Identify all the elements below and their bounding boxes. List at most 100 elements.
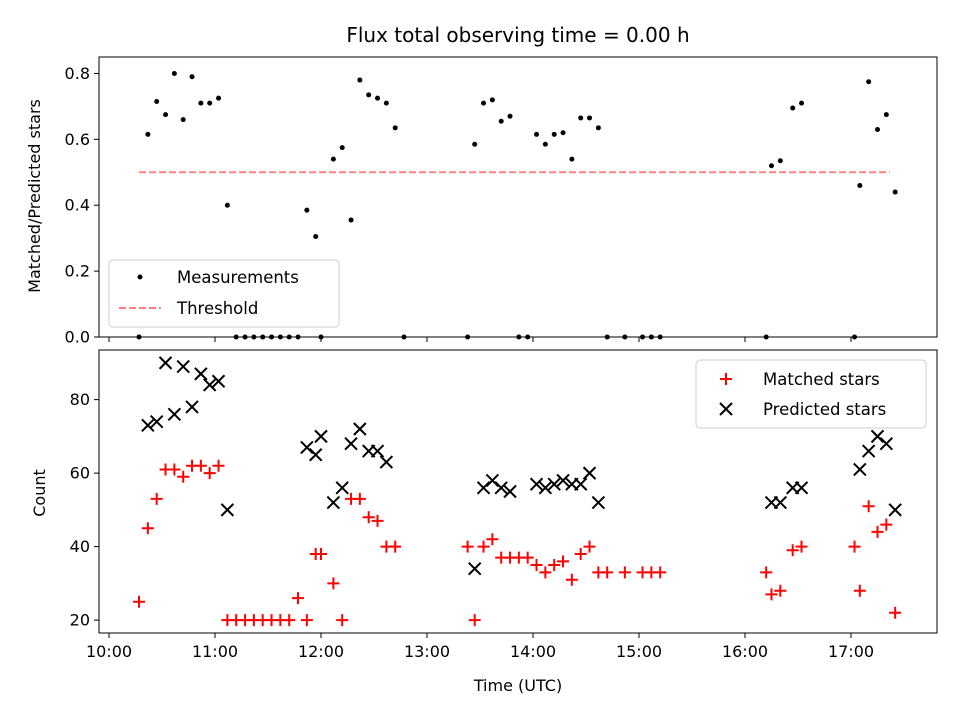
measurement-point [313, 234, 319, 240]
measurement-point [507, 113, 513, 119]
matched-star-point [177, 470, 190, 483]
legend-ratio-box [108, 259, 340, 328]
predicted-star-point [300, 440, 314, 455]
measurement-point [472, 141, 478, 147]
predicted-star-point [141, 418, 155, 433]
predicted-star-point [582, 466, 597, 480]
predicted-star-point [158, 356, 173, 370]
matched-star-point [486, 533, 499, 546]
predicted-star-point [326, 495, 341, 510]
matched-star-point [583, 540, 596, 553]
ratio-panel: Flux total observing time = 0.00 h Match… [25, 23, 938, 347]
matched-star-point [150, 492, 163, 505]
predicted-star-point [556, 473, 570, 488]
predicted-star-point [194, 367, 208, 381]
predicted-star-point [344, 437, 358, 451]
matched-star-point [300, 614, 313, 627]
measurement-point [489, 97, 495, 103]
matched-star-point [371, 514, 384, 527]
legend-count-box [695, 359, 927, 429]
matched-star-point [389, 540, 402, 553]
measurement-point [534, 131, 540, 137]
matched-star-point [795, 540, 808, 553]
y-ticks-ratio: 0.0 0.2 0.4 0.6 0.8 [65, 64, 99, 347]
count-y-tick-label: 60 [70, 464, 90, 483]
x-tick-label: 15:00 [616, 642, 662, 661]
predicted-star-point [335, 481, 349, 495]
matched-star-point [853, 584, 866, 597]
x-ticks-count: 10:00 11:00 12:00 13:00 14:00 15:00 16:00 17:00 [86, 633, 874, 661]
predicted-star-point [370, 444, 385, 458]
measurement-point [560, 130, 566, 136]
measurement-point [330, 156, 336, 162]
measurement-point [769, 163, 774, 169]
matched-star-point [168, 463, 181, 476]
predicted-star-point [503, 484, 517, 499]
predicted-star-point [794, 481, 809, 495]
predicted-star-point [888, 503, 902, 517]
ratio-plot-frame [98, 56, 938, 338]
matched-star-point [862, 500, 875, 513]
measurement-point [542, 141, 548, 147]
y-axis-label-count: Count [30, 469, 49, 517]
measurement-point [481, 100, 487, 106]
matched-star-point [530, 559, 543, 572]
measurement-point [171, 70, 177, 76]
legend-matched-label: Matched stars [763, 370, 880, 389]
ratio-y-tick-label: 0.8 [65, 64, 90, 83]
matched-star-point [521, 551, 534, 564]
legend-ratio: Measurements Threshold [108, 259, 340, 328]
predicted-star-point [379, 455, 394, 469]
x-tick-label: 12:00 [298, 642, 344, 661]
x-tick-label: 10:00 [86, 642, 132, 661]
measurement-point [304, 207, 310, 213]
matched-star-point [203, 467, 216, 480]
matched-star-point [889, 606, 902, 619]
matched-star-point [618, 566, 631, 579]
legend-threshold-label: Threshold [176, 299, 258, 318]
predicted-star-point [547, 477, 561, 491]
matched-star-point [141, 522, 154, 535]
legend-measurements-marker [137, 274, 143, 280]
predicted-star-point [314, 429, 328, 444]
matched-star-point [353, 492, 366, 505]
ratio-y-tick-label: 0.2 [65, 262, 90, 281]
predicted-star-point [211, 374, 226, 388]
measurement-point [892, 189, 898, 195]
x-tick-label: 13:00 [404, 642, 450, 661]
x-tick-label: 16:00 [722, 642, 768, 661]
predicted-star-point [773, 495, 788, 510]
x-tick-label: 14:00 [510, 642, 556, 661]
measurement-point [357, 77, 363, 83]
chart-title: Flux total observing time = 0.00 h [346, 23, 689, 47]
predicted-star-point [185, 400, 199, 414]
matched-star-point [336, 614, 349, 627]
measurement-point [339, 145, 345, 151]
legend-measurements-label: Measurements [177, 268, 299, 287]
measurement-point [883, 112, 889, 118]
matched-star-point [786, 544, 799, 557]
matched-star-point [292, 592, 305, 605]
predicted-star-point [494, 481, 508, 495]
measurement-point [595, 125, 601, 131]
measurement-point [216, 95, 222, 101]
measurement-point [551, 131, 557, 137]
predicted-star-point [485, 473, 500, 488]
matched-star-point [871, 525, 884, 538]
matched-star-point [654, 566, 667, 579]
predicted-star-point [538, 481, 553, 495]
legend-predicted-marker [719, 402, 733, 416]
predicted-star-point [353, 422, 367, 436]
matched-star-point [539, 566, 552, 579]
count-y-tick-label: 20 [70, 611, 90, 630]
matched-star-point [461, 540, 474, 553]
matched-star-point [283, 614, 296, 627]
measurement-point [498, 118, 504, 124]
measurement-point [569, 156, 575, 162]
matched-star-point [548, 559, 561, 572]
measurement-point [587, 115, 593, 121]
matched-star-point [574, 547, 587, 560]
measurement-point [189, 74, 195, 80]
measurement-point [366, 92, 372, 98]
